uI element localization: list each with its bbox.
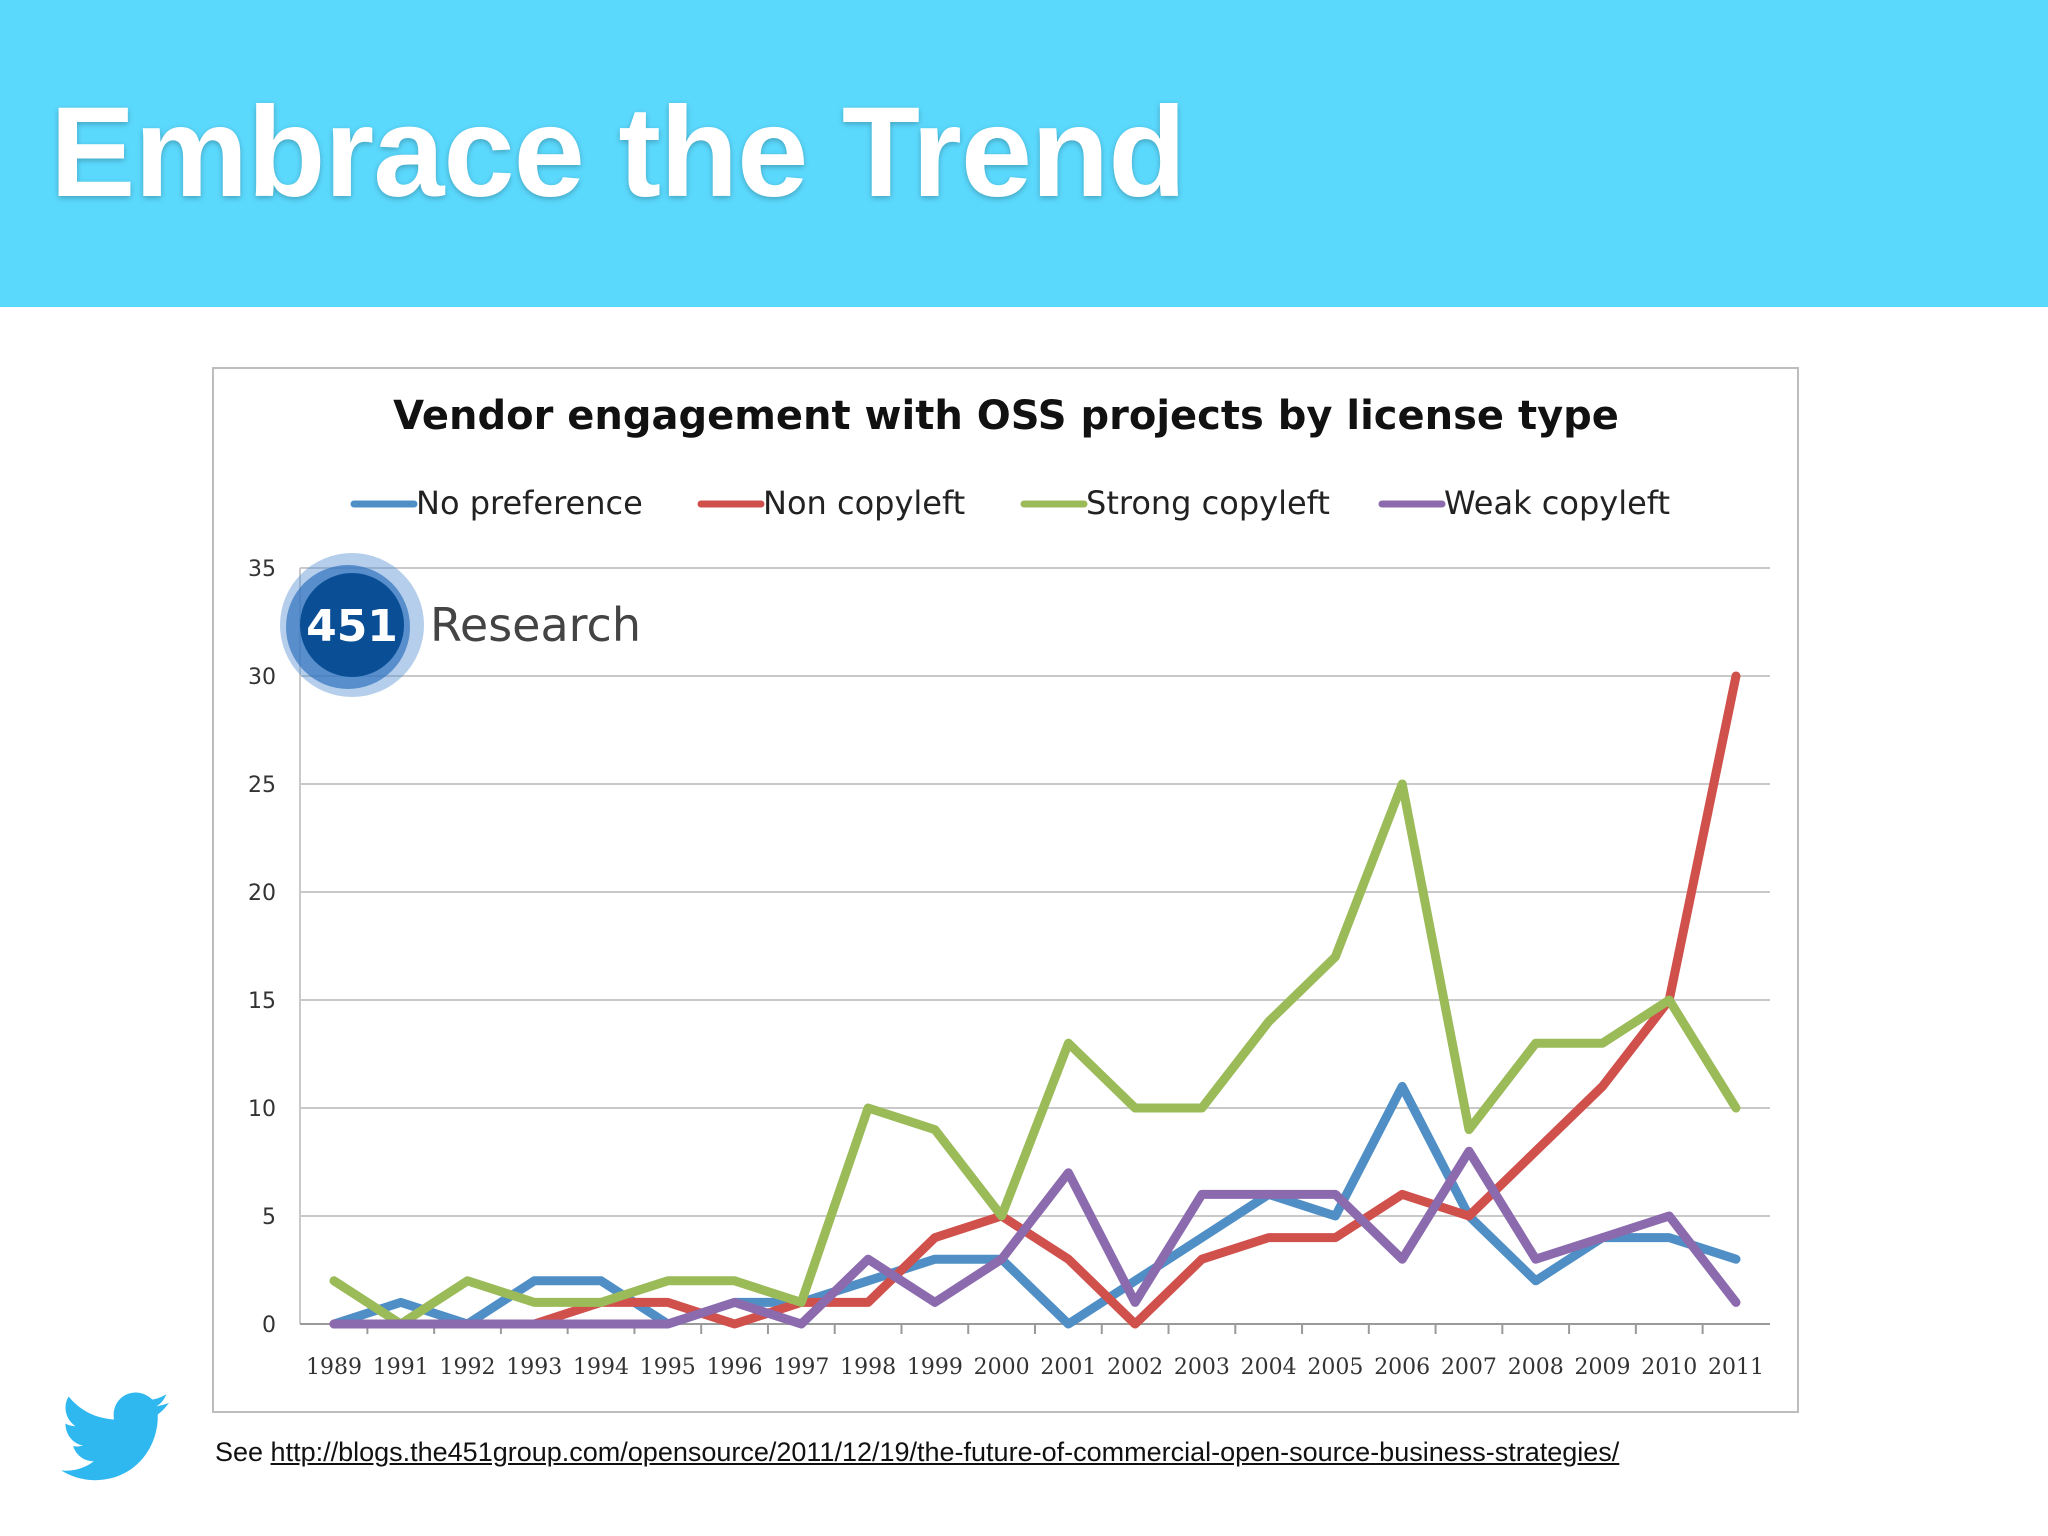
- x-tick-label: 1992: [440, 1355, 496, 1380]
- chart-series: [329, 671, 1741, 1329]
- x-tick-label: 2008: [1508, 1355, 1564, 1380]
- x-tick-label: 2005: [1307, 1355, 1363, 1380]
- x-tick-label: 2001: [1040, 1355, 1096, 1380]
- series-line-no-preference: [329, 1081, 1741, 1329]
- x-tick-label: 1991: [373, 1355, 429, 1380]
- source-prefix: See: [215, 1437, 271, 1467]
- y-tick-label: 35: [248, 557, 276, 582]
- x-tick-label: 1994: [573, 1355, 629, 1380]
- x-tick-label: 2007: [1441, 1355, 1497, 1380]
- x-tick-label: 2010: [1641, 1355, 1697, 1380]
- legend-label-non-copyleft: Non copyleft: [763, 484, 965, 522]
- source-line: See http://blogs.the451group.com/opensou…: [215, 1437, 1619, 1468]
- legend-label-weak-copyleft: Weak copyleft: [1444, 484, 1670, 522]
- x-tick-label: 2002: [1107, 1355, 1163, 1380]
- twitter-bird-icon[interactable]: [60, 1392, 170, 1482]
- chart-frame: Vendor engagement with OSS projects by l…: [212, 367, 1799, 1413]
- x-tick-label: 1998: [840, 1355, 896, 1380]
- x-tick-label: 2000: [974, 1355, 1030, 1380]
- x-tick-label: 1989: [306, 1355, 362, 1380]
- x-tick-label: 2004: [1241, 1355, 1297, 1380]
- x-tick-label: 1993: [506, 1355, 562, 1380]
- y-tick-label: 0: [262, 1313, 276, 1338]
- source-link[interactable]: http://blogs.the451group.com/opensource/…: [270, 1437, 1620, 1467]
- logo-451-research: 451 Research: [280, 553, 641, 697]
- x-tick-label: 1996: [707, 1355, 763, 1380]
- x-tick-label: 1997: [773, 1355, 829, 1380]
- y-tick-label: 15: [248, 989, 276, 1014]
- header-band: [0, 0, 2048, 307]
- x-tick-label: 2006: [1374, 1355, 1430, 1380]
- y-tick-label: 30: [248, 665, 276, 690]
- chart-title: Vendor engagement with OSS projects by l…: [393, 393, 1619, 439]
- logo-word: Research: [430, 598, 641, 652]
- y-tick-label: 5: [262, 1205, 276, 1230]
- chart-legend: No preference Non copyleft Strong copyleft…: [350, 484, 1670, 522]
- series-line-non-copyleft: [329, 671, 1741, 1329]
- line-chart: Vendor engagement with OSS projects by l…: [248, 393, 1770, 1380]
- x-axis: 1989 1991 1992 1993 1994 1995 1996 1997 1998 1999…: [300, 1323, 1770, 1380]
- y-tick-label: 25: [248, 773, 276, 798]
- y-axis: 0 5 10 15 20 25 30 35: [248, 557, 301, 1338]
- y-tick-label: 10: [248, 1097, 276, 1122]
- legend-label-no-preference: No preference: [416, 484, 643, 522]
- x-tick-label: 1995: [640, 1355, 696, 1380]
- logo-number: 451: [306, 601, 398, 652]
- legend-label-strong-copyleft: Strong copyleft: [1086, 484, 1330, 522]
- series-line-strong-copyleft: [329, 779, 1741, 1329]
- slide-title: Embrace the Trend: [50, 81, 1186, 224]
- x-tick-label: 2003: [1174, 1355, 1230, 1380]
- x-tick-label: 1999: [907, 1355, 963, 1380]
- y-tick-label: 20: [248, 881, 276, 906]
- x-tick-label: 2009: [1574, 1355, 1630, 1380]
- x-tick-label: 2011: [1708, 1355, 1764, 1380]
- series-line-weak-copyleft: [329, 1146, 1741, 1329]
